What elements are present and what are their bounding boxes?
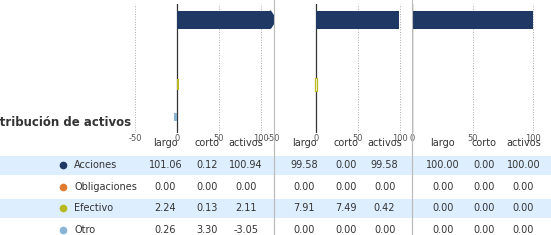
Text: activos: activos — [367, 138, 402, 148]
Text: 0.00: 0.00 — [335, 225, 356, 235]
Text: activos: activos — [229, 138, 263, 148]
Text: 0.00: 0.00 — [374, 225, 395, 235]
Text: -3.05: -3.05 — [234, 225, 258, 235]
Polygon shape — [271, 11, 276, 29]
Bar — [175, 113, 177, 121]
Bar — [316, 11, 399, 29]
Bar — [177, 11, 271, 29]
Text: corto: corto — [195, 138, 220, 148]
Bar — [177, 78, 179, 90]
Text: 0.00: 0.00 — [432, 204, 453, 213]
Bar — [412, 11, 533, 29]
Text: corto: corto — [472, 138, 497, 148]
Text: 0.00: 0.00 — [474, 161, 495, 170]
Text: 0.26: 0.26 — [155, 225, 176, 235]
Text: 0.00: 0.00 — [432, 182, 453, 192]
Text: 3.30: 3.30 — [196, 225, 218, 235]
Text: 101.06: 101.06 — [149, 161, 182, 170]
Text: 2.11: 2.11 — [235, 204, 257, 213]
Text: 2.24: 2.24 — [155, 204, 176, 213]
Text: Acciones: Acciones — [74, 161, 117, 170]
Text: 0.00: 0.00 — [474, 225, 495, 235]
Text: activos: activos — [506, 138, 541, 148]
FancyBboxPatch shape — [0, 156, 551, 175]
Text: 0.00: 0.00 — [155, 182, 176, 192]
Text: 100.94: 100.94 — [229, 161, 263, 170]
Text: 0.42: 0.42 — [374, 204, 396, 213]
Text: 7.91: 7.91 — [294, 204, 315, 213]
Text: Obligaciones: Obligaciones — [74, 182, 137, 192]
Bar — [315, 78, 316, 90]
Text: largo: largo — [153, 138, 178, 148]
Text: 99.58: 99.58 — [290, 161, 318, 170]
Text: 0.00: 0.00 — [512, 204, 534, 213]
Text: 0.00: 0.00 — [474, 204, 495, 213]
Text: Efectivo: Efectivo — [74, 204, 114, 213]
Text: 0.00: 0.00 — [235, 182, 257, 192]
Text: 0.00: 0.00 — [196, 182, 218, 192]
Text: 0.00: 0.00 — [512, 225, 534, 235]
Text: 0.12: 0.12 — [196, 161, 218, 170]
Text: Distribución de activos: Distribución de activos — [0, 116, 131, 129]
Text: Otro: Otro — [74, 225, 95, 235]
Text: 0.00: 0.00 — [335, 161, 356, 170]
FancyBboxPatch shape — [0, 199, 551, 218]
Text: 0.13: 0.13 — [196, 204, 218, 213]
Text: 100.00: 100.00 — [506, 161, 540, 170]
Text: 0.00: 0.00 — [432, 225, 453, 235]
Text: 0.00: 0.00 — [374, 182, 395, 192]
Text: 0.00: 0.00 — [512, 182, 534, 192]
Text: 0.00: 0.00 — [294, 225, 315, 235]
Text: 99.58: 99.58 — [371, 161, 398, 170]
Text: 0.00: 0.00 — [294, 182, 315, 192]
Text: 100.00: 100.00 — [426, 161, 460, 170]
Text: 7.49: 7.49 — [335, 204, 356, 213]
Text: largo: largo — [430, 138, 455, 148]
Text: 0.00: 0.00 — [335, 182, 356, 192]
Text: largo: largo — [292, 138, 316, 148]
Text: 0.00: 0.00 — [474, 182, 495, 192]
Text: corto: corto — [333, 138, 358, 148]
